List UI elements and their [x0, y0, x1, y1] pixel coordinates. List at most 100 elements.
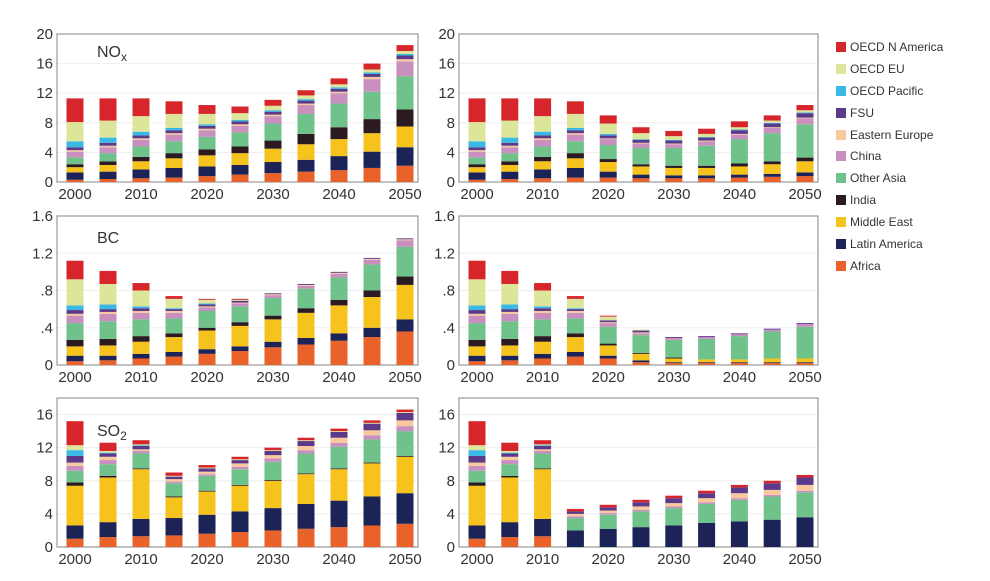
- bar-segment-fsu: [632, 502, 650, 507]
- x-tick-label: 2020: [592, 186, 625, 203]
- bar-2015: [566, 296, 584, 365]
- bar-segment-other-asia: [297, 288, 315, 309]
- bar-segment-other-asia: [165, 141, 183, 154]
- bar-segment-latin-america: [501, 522, 519, 538]
- panel-nox-left: 0 4 8 12 16 20 2000 2010 2020 2030 2040 2050 NOx: [36, 26, 421, 203]
- bar-segment-other-asia: [132, 453, 150, 469]
- bar-segment-china: [501, 313, 519, 322]
- bar-segment-oecd-n-america: [698, 128, 716, 134]
- bar-segment-fsu: [698, 336, 716, 338]
- bar-2000: [468, 260, 486, 365]
- bar-segment-eastern-europe: [763, 489, 781, 495]
- bar-2015: [165, 472, 183, 547]
- bar-segment-india: [665, 165, 683, 168]
- bar-segment-china: [665, 144, 683, 148]
- bar-segment-china: [297, 285, 315, 289]
- x-tick-label: 2030: [256, 186, 289, 203]
- bar-segment-oecd-eu: [632, 329, 650, 331]
- y-tick-label: .4: [442, 320, 455, 337]
- bar-segment-oecd-n-america: [396, 409, 414, 413]
- bar-segment-fsu: [534, 446, 552, 450]
- bar-segment-latin-america: [665, 362, 683, 364]
- bar-segment-oecd-eu: [264, 450, 282, 451]
- bar-segment-oecd-pacific: [99, 452, 117, 454]
- bar-segment-oecd-eu: [396, 51, 414, 54]
- bar-segment-africa: [99, 537, 117, 547]
- x-tick-label: 2000: [58, 369, 91, 386]
- bar-segment-eastern-europe: [66, 313, 84, 316]
- x-tick-label: 2000: [58, 551, 91, 568]
- bar-segment-oecd-n-america: [468, 421, 486, 446]
- bar-segment-china: [599, 323, 617, 327]
- bar-segment-oecd-n-america: [665, 130, 683, 137]
- bar-segment-eastern-europe: [396, 59, 414, 62]
- bar-segment-other-asia: [363, 439, 381, 463]
- bar-segment-other-asia: [132, 146, 150, 157]
- bar-segment-other-asia: [198, 310, 216, 328]
- bar-segment-latin-america: [468, 172, 486, 180]
- y-tick-label: 1.6: [434, 208, 455, 225]
- bar-segment-eastern-europe: [730, 493, 748, 499]
- bar-segment-china: [99, 147, 117, 154]
- bar-segment-fsu: [665, 498, 683, 504]
- bar-segment-other-asia: [99, 153, 117, 162]
- bar-segment-latin-america: [66, 525, 84, 539]
- bar-segment-middle-east: [363, 297, 381, 328]
- bar-segment-latin-america: [632, 527, 650, 547]
- bar-segment-latin-america: [330, 500, 348, 528]
- bar-segment-eastern-europe: [534, 138, 552, 140]
- bar-segment-middle-east: [132, 341, 150, 354]
- bar-segment-china: [264, 295, 282, 298]
- bar-segment-china: [698, 337, 716, 339]
- bar-segment-eastern-europe: [599, 322, 617, 324]
- bar-segment-oecd-n-america: [501, 98, 519, 121]
- bar-segment-oecd-eu: [468, 122, 486, 142]
- bar-2035: [698, 128, 716, 182]
- bar-segment-oecd-n-america: [330, 428, 348, 432]
- bar-segment-fsu: [132, 308, 150, 311]
- bar-segment-oecd-pacific: [534, 445, 552, 447]
- bar-2000: [66, 98, 84, 182]
- bar-segment-eastern-europe: [99, 311, 117, 314]
- bar-segment-china: [330, 273, 348, 278]
- y-tick-label: 8: [447, 473, 455, 490]
- bar-segment-oecd-eu: [231, 459, 249, 461]
- bar-segment-oecd-n-america: [363, 63, 381, 70]
- y-tick-label: 4: [447, 144, 455, 161]
- y-tick-label: 0: [45, 539, 53, 556]
- panel-label: SO2: [97, 423, 127, 443]
- bar-segment-oecd-n-america: [396, 45, 414, 52]
- bar-segment-fsu: [730, 130, 748, 134]
- bar-segment-other-asia: [730, 139, 748, 164]
- bar-segment-latin-america: [730, 362, 748, 364]
- bar-segment-latin-america: [198, 166, 216, 177]
- bar-2030: [264, 293, 282, 365]
- bar-segment-latin-america: [730, 174, 748, 178]
- bar-segment-eastern-europe: [132, 449, 150, 451]
- bar-segment-fsu: [599, 320, 617, 323]
- bar-segment-fsu: [132, 446, 150, 450]
- bar-segment-oecd-eu: [665, 136, 683, 140]
- bar-segment-china: [330, 442, 348, 447]
- y-tick-label: 20: [36, 26, 53, 43]
- bar-segment-oecd-n-america: [165, 296, 183, 299]
- bar-segment-latin-america: [566, 530, 584, 547]
- bar-segment-other-asia: [264, 461, 282, 480]
- bar-segment-other-asia: [231, 306, 249, 323]
- legend-label: FSU: [850, 105, 874, 120]
- bar-2010: [534, 98, 552, 182]
- bar-segment-africa: [231, 351, 249, 365]
- bar-segment-oecd-pacific: [468, 141, 486, 148]
- bar-segment-oecd-pacific: [165, 127, 183, 131]
- bar-segment-latin-america: [763, 519, 781, 547]
- bar-segment-latin-america: [501, 355, 519, 361]
- bar-segment-africa: [796, 176, 814, 182]
- bar-segment-africa: [198, 353, 216, 365]
- bar-segment-oecd-pacific: [165, 308, 183, 310]
- bar-segment-oecd-eu: [330, 84, 348, 88]
- bar-segment-oecd-pacific: [132, 445, 150, 447]
- bar-segment-latin-america: [698, 522, 716, 547]
- bar-segment-other-asia: [132, 319, 150, 337]
- x-tick-label: 2010: [124, 186, 157, 203]
- bar-segment-india: [99, 475, 117, 478]
